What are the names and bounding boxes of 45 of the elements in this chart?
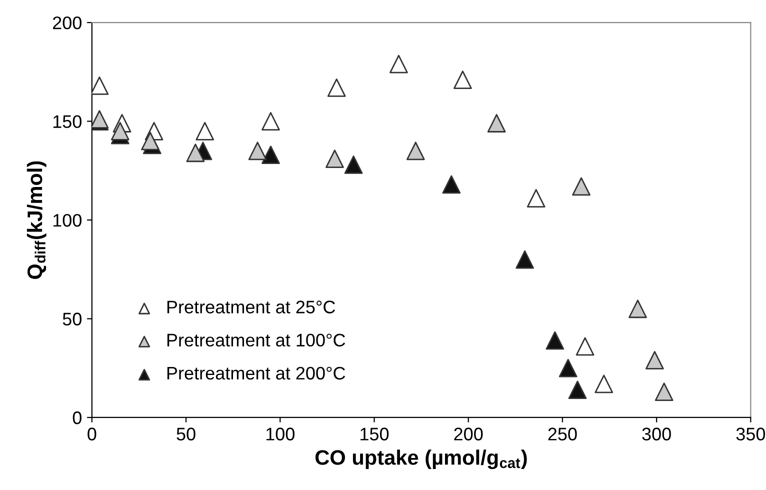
point xyxy=(594,374,614,394)
y-tick-label: 150 xyxy=(53,115,82,128)
point xyxy=(442,175,461,194)
y-tick-label: 200 xyxy=(52,16,82,30)
point xyxy=(262,112,280,130)
point xyxy=(572,177,590,196)
x-tick-label: 150 xyxy=(360,428,389,440)
point xyxy=(248,142,267,160)
point xyxy=(390,54,408,74)
point xyxy=(406,142,425,160)
point xyxy=(110,122,130,140)
point xyxy=(326,150,344,168)
x-tick-label: 250 xyxy=(548,428,577,440)
point xyxy=(186,144,205,162)
point xyxy=(558,358,578,378)
y-tick-label: 100 xyxy=(53,214,82,227)
x-tick-label: 350 xyxy=(736,428,766,440)
point xyxy=(141,132,160,150)
x-tick-label: 0 xyxy=(88,428,96,440)
point xyxy=(92,76,109,95)
point xyxy=(546,331,564,350)
legend-label: Pretreatment at 25°C xyxy=(167,300,336,314)
point xyxy=(262,146,280,164)
y-axis-title: Q$_{diff}$(kJ/mol) xyxy=(26,161,46,279)
point xyxy=(576,337,594,356)
point xyxy=(344,156,363,174)
point xyxy=(645,351,664,370)
y-tick-label: 50 xyxy=(62,312,82,326)
x-tick-label: 300 xyxy=(642,428,671,440)
x-tick-label: 100 xyxy=(266,428,294,440)
x-axis-title: CO uptake (µmol/g$_{cat}$) xyxy=(315,450,527,470)
point xyxy=(628,300,647,318)
legend-label: Pretreatment at 100°C xyxy=(167,334,346,347)
x-tick-label: 200 xyxy=(454,428,483,440)
point xyxy=(327,78,346,97)
point xyxy=(487,114,506,132)
point xyxy=(654,382,674,402)
y-tick-label: 0 xyxy=(72,411,82,424)
point xyxy=(454,70,472,90)
legend-label: Pretreatment at 200°C xyxy=(167,366,346,380)
x-tick-label: 50 xyxy=(176,428,196,440)
point xyxy=(568,380,587,400)
point xyxy=(516,250,534,269)
point xyxy=(196,122,214,140)
point xyxy=(526,189,546,208)
